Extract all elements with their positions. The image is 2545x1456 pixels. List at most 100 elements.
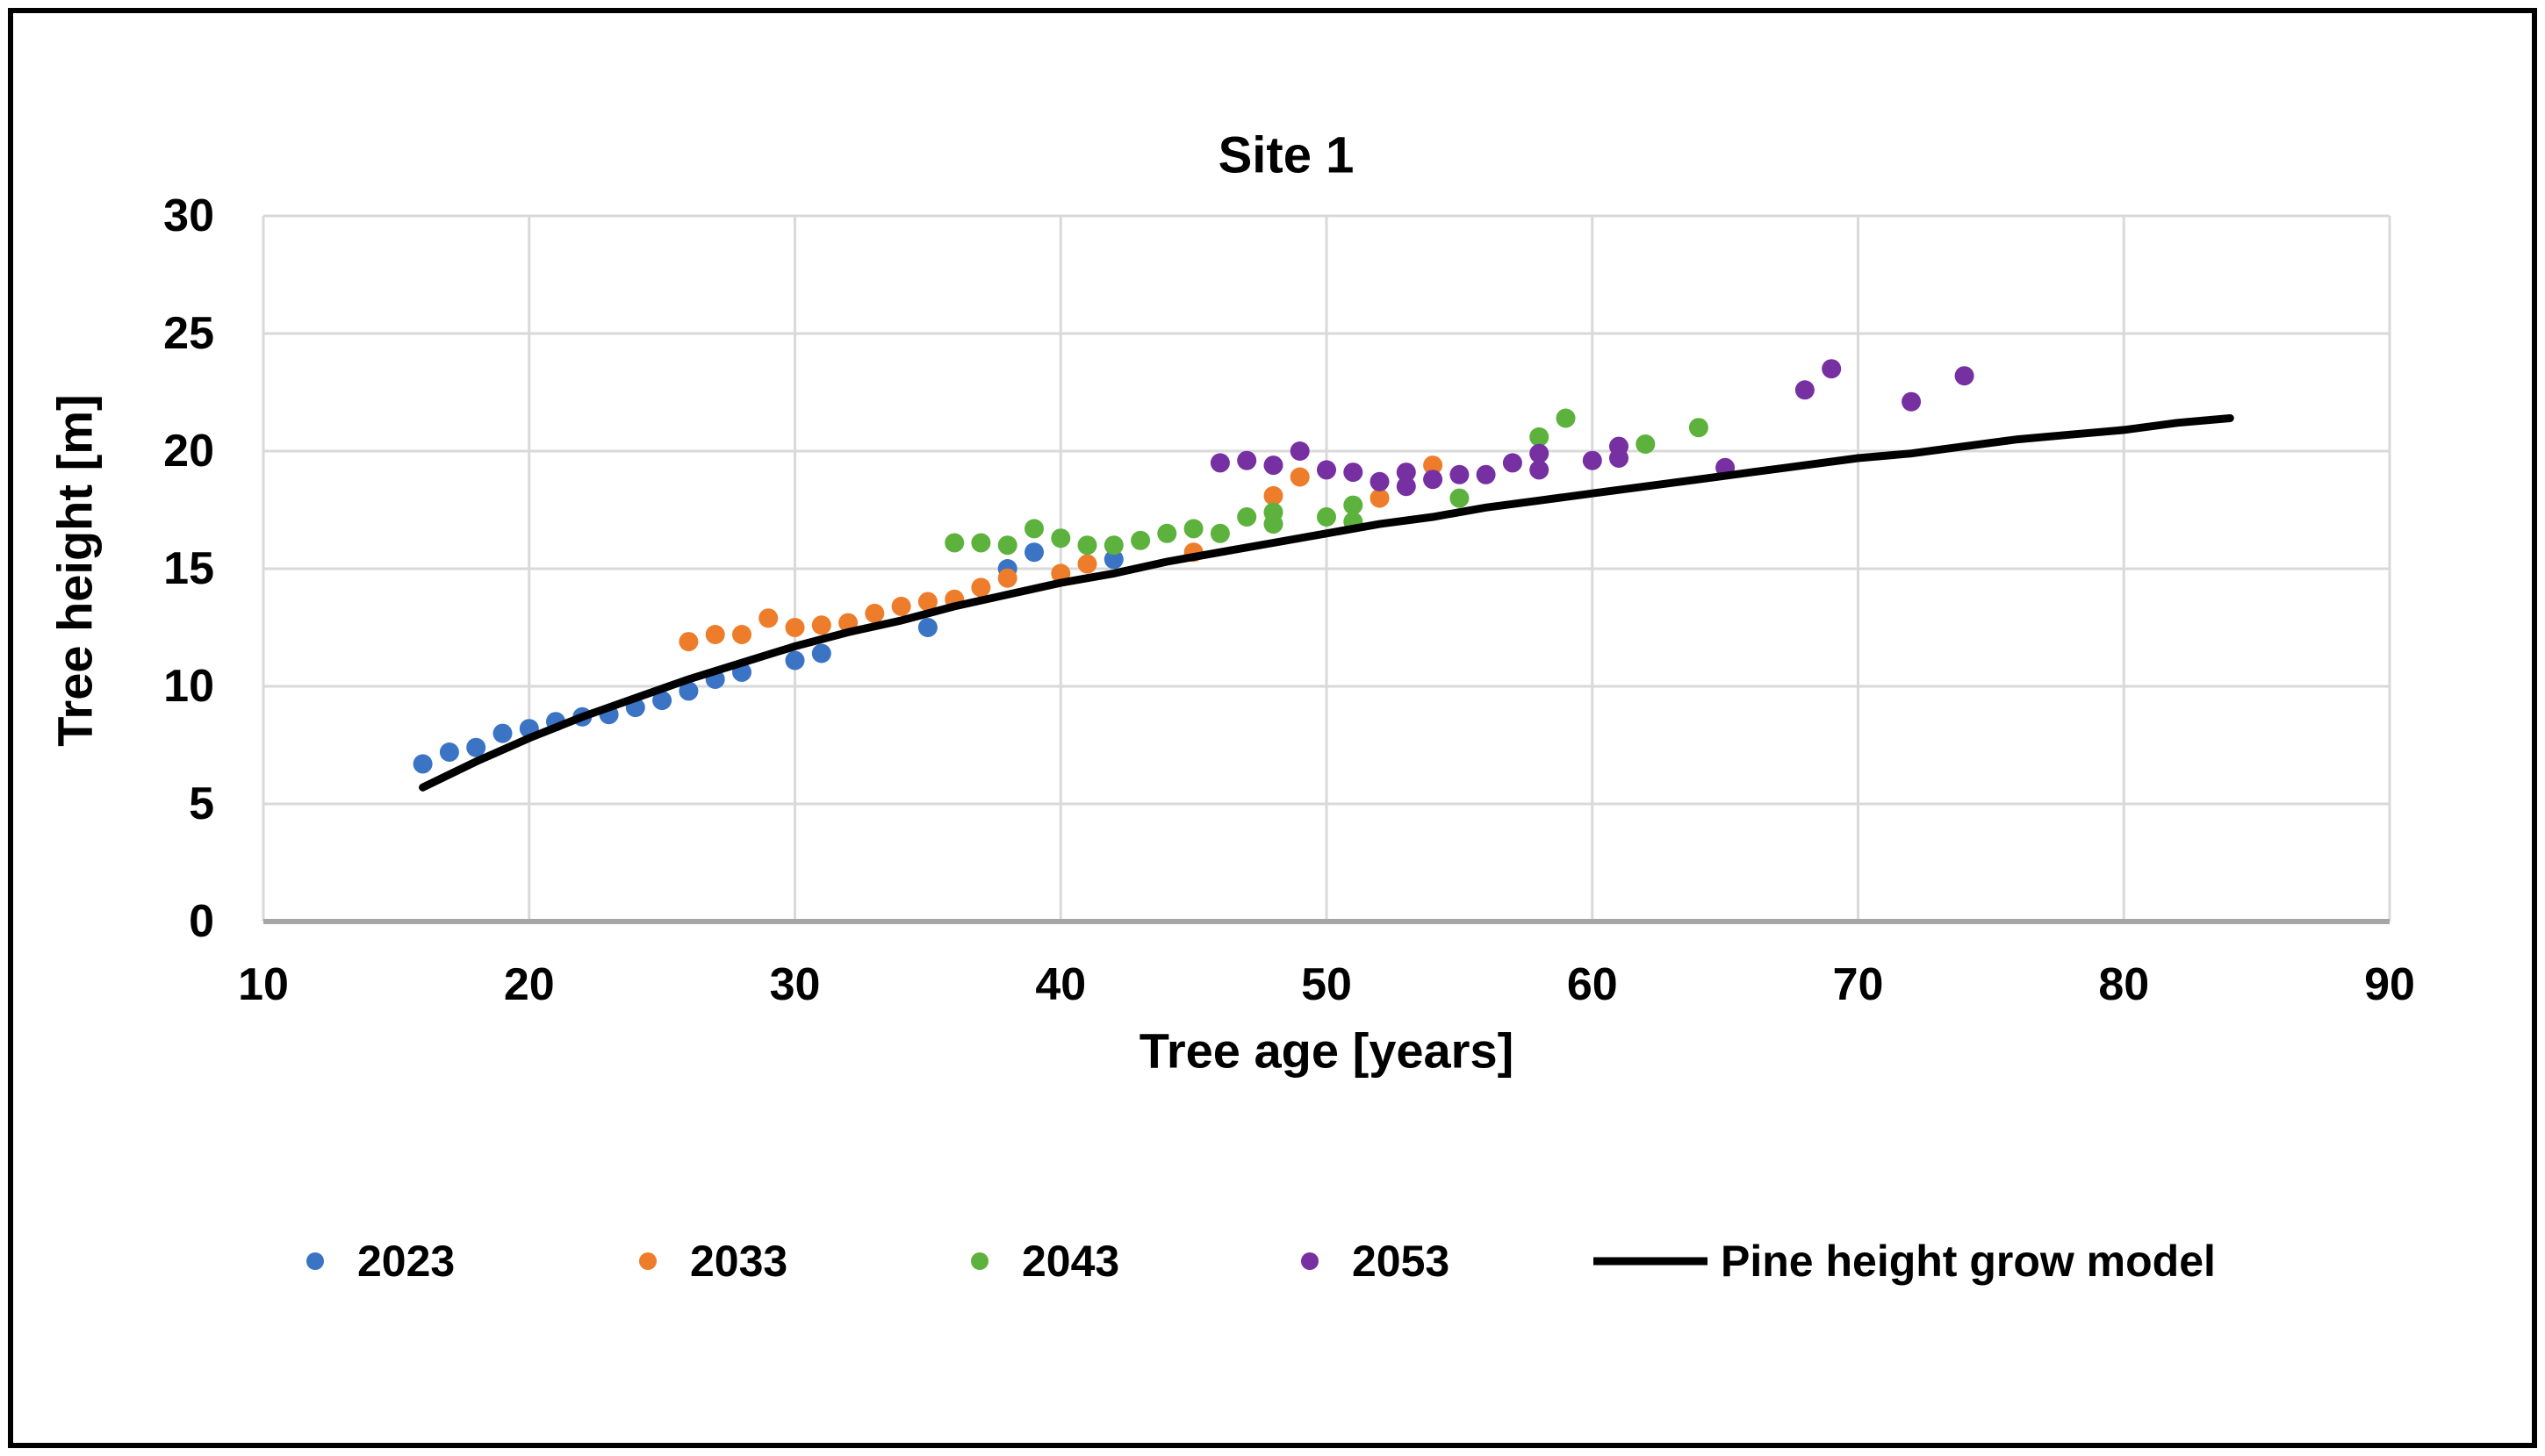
point-2033 xyxy=(1077,554,1097,574)
point-2053 xyxy=(1449,464,1470,484)
x-tick-20: 20 xyxy=(504,959,555,1010)
point-2053 xyxy=(1582,450,1602,470)
point-2053 xyxy=(1210,453,1230,473)
point-2053 xyxy=(1822,359,1842,379)
point-2033 xyxy=(971,577,991,598)
point-2033 xyxy=(1290,467,1310,487)
legend-label-2053: 2053 xyxy=(1352,1237,1449,1286)
point-2043 xyxy=(1051,528,1071,549)
point-2023 xyxy=(785,650,805,671)
point-2053 xyxy=(1476,464,1496,484)
x-tick-40: 40 xyxy=(1035,959,1086,1010)
point-2043 xyxy=(945,533,965,553)
point-2033 xyxy=(679,632,699,652)
legend: 2023 2033 2043 2053 Pine height grow model xyxy=(306,1237,2216,1286)
point-2023 xyxy=(439,742,459,762)
series-2053 xyxy=(1210,359,1974,497)
point-2053 xyxy=(1529,443,1549,463)
legend-marker-2033 xyxy=(639,1252,657,1270)
legend-label-model: Pine height grow model xyxy=(1721,1237,2216,1286)
point-2043 xyxy=(1237,507,1257,527)
point-2033 xyxy=(865,603,885,623)
point-2033 xyxy=(705,625,725,644)
legend-label-2043: 2043 xyxy=(1022,1237,1119,1286)
point-2023 xyxy=(492,723,513,743)
legend-marker-2053 xyxy=(1301,1252,1319,1270)
legend-marker-2023 xyxy=(306,1252,324,1270)
x-tick-10: 10 xyxy=(238,959,289,1010)
point-2023 xyxy=(811,643,831,663)
point-2043 xyxy=(1449,488,1470,508)
point-2033 xyxy=(1370,488,1390,508)
point-2033 xyxy=(1423,455,1443,476)
point-2053 xyxy=(1237,450,1257,470)
point-2053 xyxy=(1502,453,1522,473)
series-2033 xyxy=(679,455,1443,652)
legend-item-model: Pine height grow model xyxy=(1593,1237,2216,1286)
point-2033 xyxy=(811,615,831,635)
legend-item-2043: 2043 xyxy=(971,1237,1119,1286)
point-2053 xyxy=(1396,477,1416,497)
data-points xyxy=(413,359,1974,774)
point-2033 xyxy=(785,618,805,637)
model-curve xyxy=(419,414,2234,792)
y-axis-title: Tree height [m] xyxy=(47,394,103,746)
x-tick-60: 60 xyxy=(1567,959,1618,1010)
point-2033 xyxy=(732,625,751,644)
point-2033 xyxy=(997,568,1017,588)
point-2053 xyxy=(1263,455,1283,476)
y-tick-25: 25 xyxy=(163,308,214,359)
point-2033 xyxy=(917,592,938,612)
point-2023 xyxy=(652,691,672,711)
x-tick-50: 50 xyxy=(1301,959,1352,1010)
point-2043 xyxy=(997,535,1017,556)
legend-marker-2043 xyxy=(971,1252,989,1270)
point-2043 xyxy=(1024,519,1044,539)
point-2023 xyxy=(466,737,486,757)
point-2043 xyxy=(1636,434,1656,454)
point-2053 xyxy=(1343,463,1363,483)
point-2053 xyxy=(1370,471,1390,491)
point-2043 xyxy=(1183,519,1204,539)
point-2053 xyxy=(1902,391,1922,412)
legend-item-2033: 2033 xyxy=(639,1237,787,1286)
point-2053 xyxy=(1396,463,1416,483)
y-tick-15: 15 xyxy=(163,543,214,594)
chart-title: Site 1 xyxy=(1219,127,1355,184)
x-axis-title: Tree age [years] xyxy=(1139,1023,1513,1079)
point-2043 xyxy=(1343,495,1363,515)
x-tick-70: 70 xyxy=(1833,959,1884,1010)
point-2043 xyxy=(1556,408,1576,428)
point-2043 xyxy=(1317,507,1336,527)
series-2043 xyxy=(945,408,1708,556)
point-2043 xyxy=(1529,427,1549,447)
y-tick-30: 30 xyxy=(163,190,214,241)
point-2033 xyxy=(758,608,779,628)
point-2053 xyxy=(1609,448,1628,468)
figure-border xyxy=(8,8,2537,1448)
gridlines xyxy=(262,214,2391,924)
point-2023 xyxy=(679,681,699,701)
point-2043 xyxy=(1688,418,1708,438)
point-2023 xyxy=(1104,549,1124,570)
point-2033 xyxy=(891,596,911,616)
x-tick-80: 80 xyxy=(2098,959,2149,1010)
point-2043 xyxy=(1077,535,1097,556)
y-tick-20: 20 xyxy=(163,426,214,477)
point-2023 xyxy=(413,754,433,774)
legend-label-2033: 2033 xyxy=(690,1237,787,1286)
point-2053 xyxy=(1529,460,1549,480)
point-2043 xyxy=(1210,523,1230,543)
point-2043 xyxy=(1157,523,1177,543)
point-2053 xyxy=(1423,470,1443,490)
point-2053 xyxy=(1290,441,1310,461)
legend-item-2023: 2023 xyxy=(306,1237,455,1286)
legend-label-2023: 2023 xyxy=(357,1237,455,1286)
point-2023 xyxy=(917,618,938,637)
point-2053 xyxy=(1794,380,1815,400)
point-2053 xyxy=(1317,460,1336,480)
point-2043 xyxy=(971,533,991,553)
point-2023 xyxy=(1024,542,1044,563)
